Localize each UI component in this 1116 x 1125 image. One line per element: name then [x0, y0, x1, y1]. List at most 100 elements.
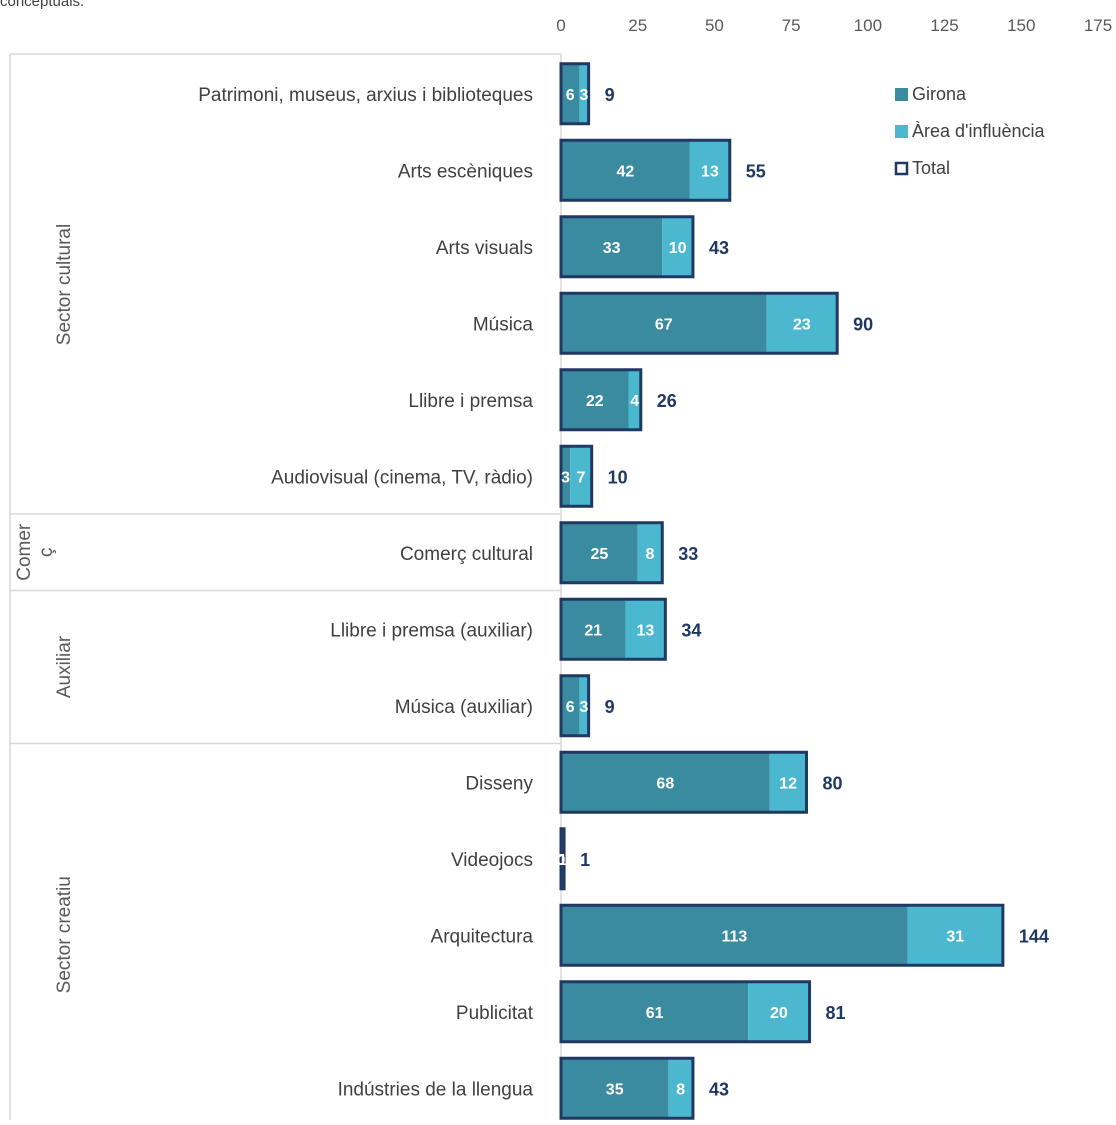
category-label: Arts escèniques [398, 161, 533, 182]
data-label-total: 43 [709, 238, 729, 258]
data-label-girona: 113 [721, 928, 747, 945]
bar-total-outline [559, 368, 643, 432]
data-label-area-influencia: 3 [580, 699, 589, 716]
data-label-total: 144 [1019, 926, 1049, 946]
bar-area-influencia [579, 63, 589, 124]
data-label-girona: 25 [590, 546, 608, 563]
category-label: Indústries de la llengua [338, 1079, 534, 1100]
bar-girona [561, 522, 638, 583]
data-label-total: 9 [605, 85, 615, 105]
bar-girona [561, 752, 770, 813]
bar-girona [561, 905, 908, 966]
bar-girona [561, 675, 580, 736]
bar-area-influencia [570, 446, 592, 507]
group-label: Sector creatiu [54, 876, 75, 993]
bar-total-outline [559, 62, 591, 126]
x-tick-label: 75 [782, 16, 801, 35]
data-label-area-influencia: 7 [576, 469, 585, 486]
category-label: Audiovisual (cinema, TV, ràdio) [271, 467, 533, 488]
bar-girona [561, 599, 626, 660]
data-label-total: 10 [608, 467, 628, 487]
category-label: Publicitat [456, 1003, 534, 1024]
x-tick-label: 100 [854, 16, 882, 35]
bar-area-influencia [579, 675, 589, 736]
data-label-girona: 6 [566, 87, 575, 104]
category-label: Llibre i premsa (auxiliar) [330, 620, 533, 641]
x-tick-label: 50 [705, 16, 724, 35]
data-label-girona: 6 [566, 699, 575, 716]
bar-girona [561, 369, 629, 430]
data-label-girona: 33 [603, 240, 621, 257]
bar-total-outline [559, 674, 591, 738]
bar-area-influencia [907, 905, 1003, 966]
data-label-total: 80 [822, 773, 842, 793]
data-label-area-influencia: 23 [793, 316, 811, 333]
data-label-girona: 22 [586, 393, 604, 410]
bar-girona [561, 140, 690, 201]
bar-total-outline [559, 750, 808, 814]
data-label-girona: 3 [561, 469, 570, 486]
bar-girona [561, 446, 571, 507]
legend-swatch-total [894, 161, 909, 176]
data-label-girona: 67 [655, 316, 673, 333]
legend-label-area-influencia: Àrea d'influència [912, 121, 1046, 141]
category-label: Arts visuals [436, 238, 533, 259]
bar-area-influencia [766, 293, 838, 354]
category-label: Música (auxiliar) [395, 697, 533, 718]
bar-girona [561, 981, 749, 1042]
category-label: Comerç cultural [400, 544, 533, 565]
bar-area-influencia [689, 140, 730, 201]
bar-area-influencia [769, 752, 807, 813]
data-label-total: 9 [605, 697, 615, 717]
category-label: Llibre i premsa [408, 391, 533, 412]
data-label-area-influencia: 8 [646, 546, 655, 563]
data-label-area-influencia: 12 [779, 775, 797, 792]
bar-total-outline [559, 903, 1005, 967]
data-label-area-influencia: 20 [770, 1005, 788, 1022]
bar-area-influencia [662, 216, 693, 277]
bar-total-outline [559, 980, 812, 1044]
data-label-total: 33 [678, 544, 698, 564]
bar-area-influencia [628, 369, 641, 430]
data-label-total: 43 [709, 1079, 729, 1099]
bar-total-outline [559, 291, 839, 355]
data-label-girona: 35 [606, 1081, 624, 1098]
group-label: Comerç [14, 523, 57, 581]
data-label-total: 1 [580, 850, 590, 870]
bar-total-outline [559, 215, 695, 279]
bar-total-outline [559, 827, 566, 891]
category-label: Patrimoni, museus, arxius i biblioteques [198, 85, 533, 106]
bar-area-influencia [637, 522, 663, 583]
x-tick-label: 150 [1007, 16, 1035, 35]
data-label-girona: 21 [584, 622, 602, 639]
data-label-area-influencia: 13 [701, 163, 719, 180]
group-label: Sector cultural [54, 224, 75, 345]
x-tick-label: 25 [628, 16, 647, 35]
data-label-area-influencia: 1 [558, 852, 567, 869]
legend-swatch-girona [895, 88, 908, 101]
category-label: Música [473, 314, 534, 335]
data-label-total: 26 [657, 391, 677, 411]
category-label: Arquitectura [431, 926, 534, 947]
data-label-area-influencia: 8 [676, 1081, 685, 1098]
bar-area-influencia [668, 1058, 693, 1119]
bar-girona [561, 293, 767, 354]
bar-total-outline [559, 444, 594, 508]
data-label-area-influencia: 4 [630, 393, 639, 410]
bar-area-influencia [748, 981, 810, 1042]
data-label-area-influencia: 31 [946, 928, 964, 945]
data-label-area-influencia: 13 [636, 622, 654, 639]
data-label-girona: 61 [646, 1005, 664, 1022]
data-label-total: 81 [826, 1003, 846, 1023]
x-tick-label: 125 [930, 16, 958, 35]
x-tick-label: 0 [556, 16, 565, 35]
data-label-total: 55 [746, 161, 766, 181]
group-label: Auxiliar [54, 635, 75, 698]
data-label-total: 90 [853, 314, 873, 334]
bar-area-influencia [625, 599, 666, 660]
bar-total-outline [559, 1056, 695, 1120]
data-label-area-influencia: 10 [669, 240, 687, 257]
bar-girona [561, 216, 663, 277]
bar-girona [561, 1058, 669, 1119]
